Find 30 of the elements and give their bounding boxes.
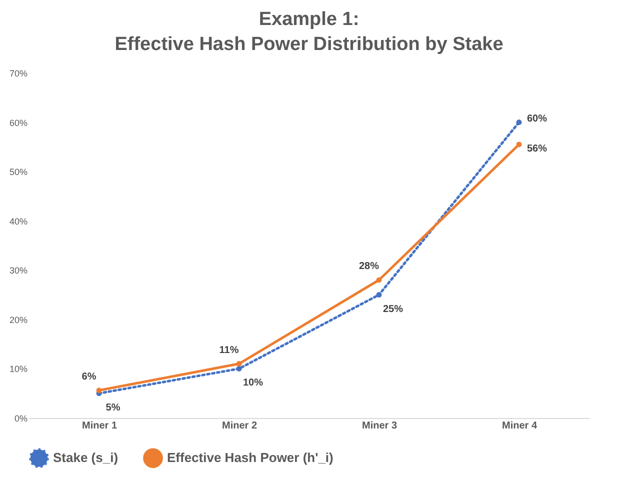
x-tick-label: Miner 2	[222, 420, 258, 432]
data-label: 28%	[358, 261, 380, 272]
data-label: 5%	[106, 402, 120, 414]
x-tick-label: Miner 4	[502, 420, 538, 432]
data-label: 10%	[242, 378, 264, 389]
chart-title: Example 1: Effective Hash Power Distribution by Stake	[114, 9, 504, 55]
y-tick-label: 10%	[9, 364, 28, 374]
legend-label: Effective Hash Power (h'_i)	[167, 450, 334, 466]
data-label: 11%	[219, 344, 239, 356]
y-tick-label: 30%	[9, 266, 28, 276]
y-tick-label: 0%	[14, 414, 28, 424]
data-label: 60%	[526, 113, 548, 124]
x-tick-label: Miner 3	[362, 420, 398, 432]
data-label: 56%	[526, 143, 548, 154]
point	[516, 142, 522, 148]
point	[516, 120, 522, 126]
point	[96, 388, 102, 394]
x-tick-label: Miner 1	[82, 420, 118, 432]
y-tick-label: 60%	[9, 118, 28, 128]
legend-label: Stake (s_i)	[53, 450, 118, 466]
point	[376, 277, 382, 283]
y-tick-label: 70%	[9, 68, 28, 78]
data-label: 6%	[82, 371, 96, 382]
point	[236, 361, 242, 367]
y-tick-label: 50%	[9, 167, 28, 178]
point	[236, 366, 242, 372]
point	[376, 292, 382, 298]
data-label: 25%	[382, 304, 404, 315]
y-tick-label: 40%	[9, 216, 28, 226]
y-tick-label: 20%	[9, 314, 28, 325]
